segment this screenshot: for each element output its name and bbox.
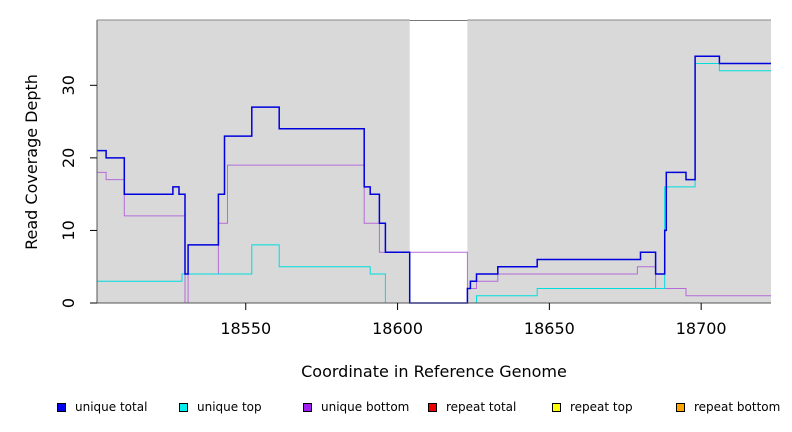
series-unique-bottom xyxy=(97,164,771,304)
coverage-chart: 18550 18600 18650 18700 0 10 20 30 Coordinate i… xyxy=(22,19,771,381)
legend-label: unique bottom xyxy=(321,400,410,414)
legend-label: repeat top xyxy=(570,400,633,414)
legend-item-repeat-bottom: repeat bottom xyxy=(676,400,780,414)
x-tick-label: 18550 xyxy=(220,319,271,338)
legend-swatch-unique-top xyxy=(179,402,188,412)
y-tick-label: 30 xyxy=(59,75,78,95)
x-tick-label: 18650 xyxy=(524,319,575,338)
legend-item-repeat-total: repeat total xyxy=(428,400,516,414)
series-unique-total xyxy=(97,55,771,304)
gap-region-fill xyxy=(409,20,468,303)
legend-item-repeat-top: repeat top xyxy=(552,400,633,414)
legend-swatch-repeat-top xyxy=(552,402,561,412)
axes: 18550 18600 18650 18700 0 10 20 30 xyxy=(59,19,771,338)
gap-region xyxy=(409,20,468,303)
y-tick-label: 0 xyxy=(59,298,78,308)
legend-item-unique-bottom: unique bottom xyxy=(303,400,409,414)
legend-label: unique top xyxy=(197,400,262,414)
legend-label: repeat total xyxy=(446,400,517,414)
legend-label: repeat bottom xyxy=(694,400,781,414)
x-tick-label: 18600 xyxy=(372,319,423,338)
legend-item-unique-top: unique top xyxy=(179,400,262,414)
legend-item-unique-total: unique total xyxy=(57,400,147,414)
y-axis-title: Read Coverage Depth xyxy=(22,74,41,250)
y-tick-label: 10 xyxy=(59,220,78,240)
y-tick-label: 20 xyxy=(59,148,78,168)
legend-swatch-repeat-bottom xyxy=(676,402,685,412)
legend-label: unique total xyxy=(75,400,148,414)
x-axis-title: Coordinate in Reference Genome xyxy=(301,362,567,381)
x-tick-label: 18700 xyxy=(676,319,727,338)
legend-swatch-unique-bottom xyxy=(303,402,312,412)
legend: unique total unique top unique bottom re… xyxy=(0,400,792,418)
legend-swatch-repeat-total xyxy=(428,402,437,412)
legend-swatch-unique-total xyxy=(57,402,66,412)
